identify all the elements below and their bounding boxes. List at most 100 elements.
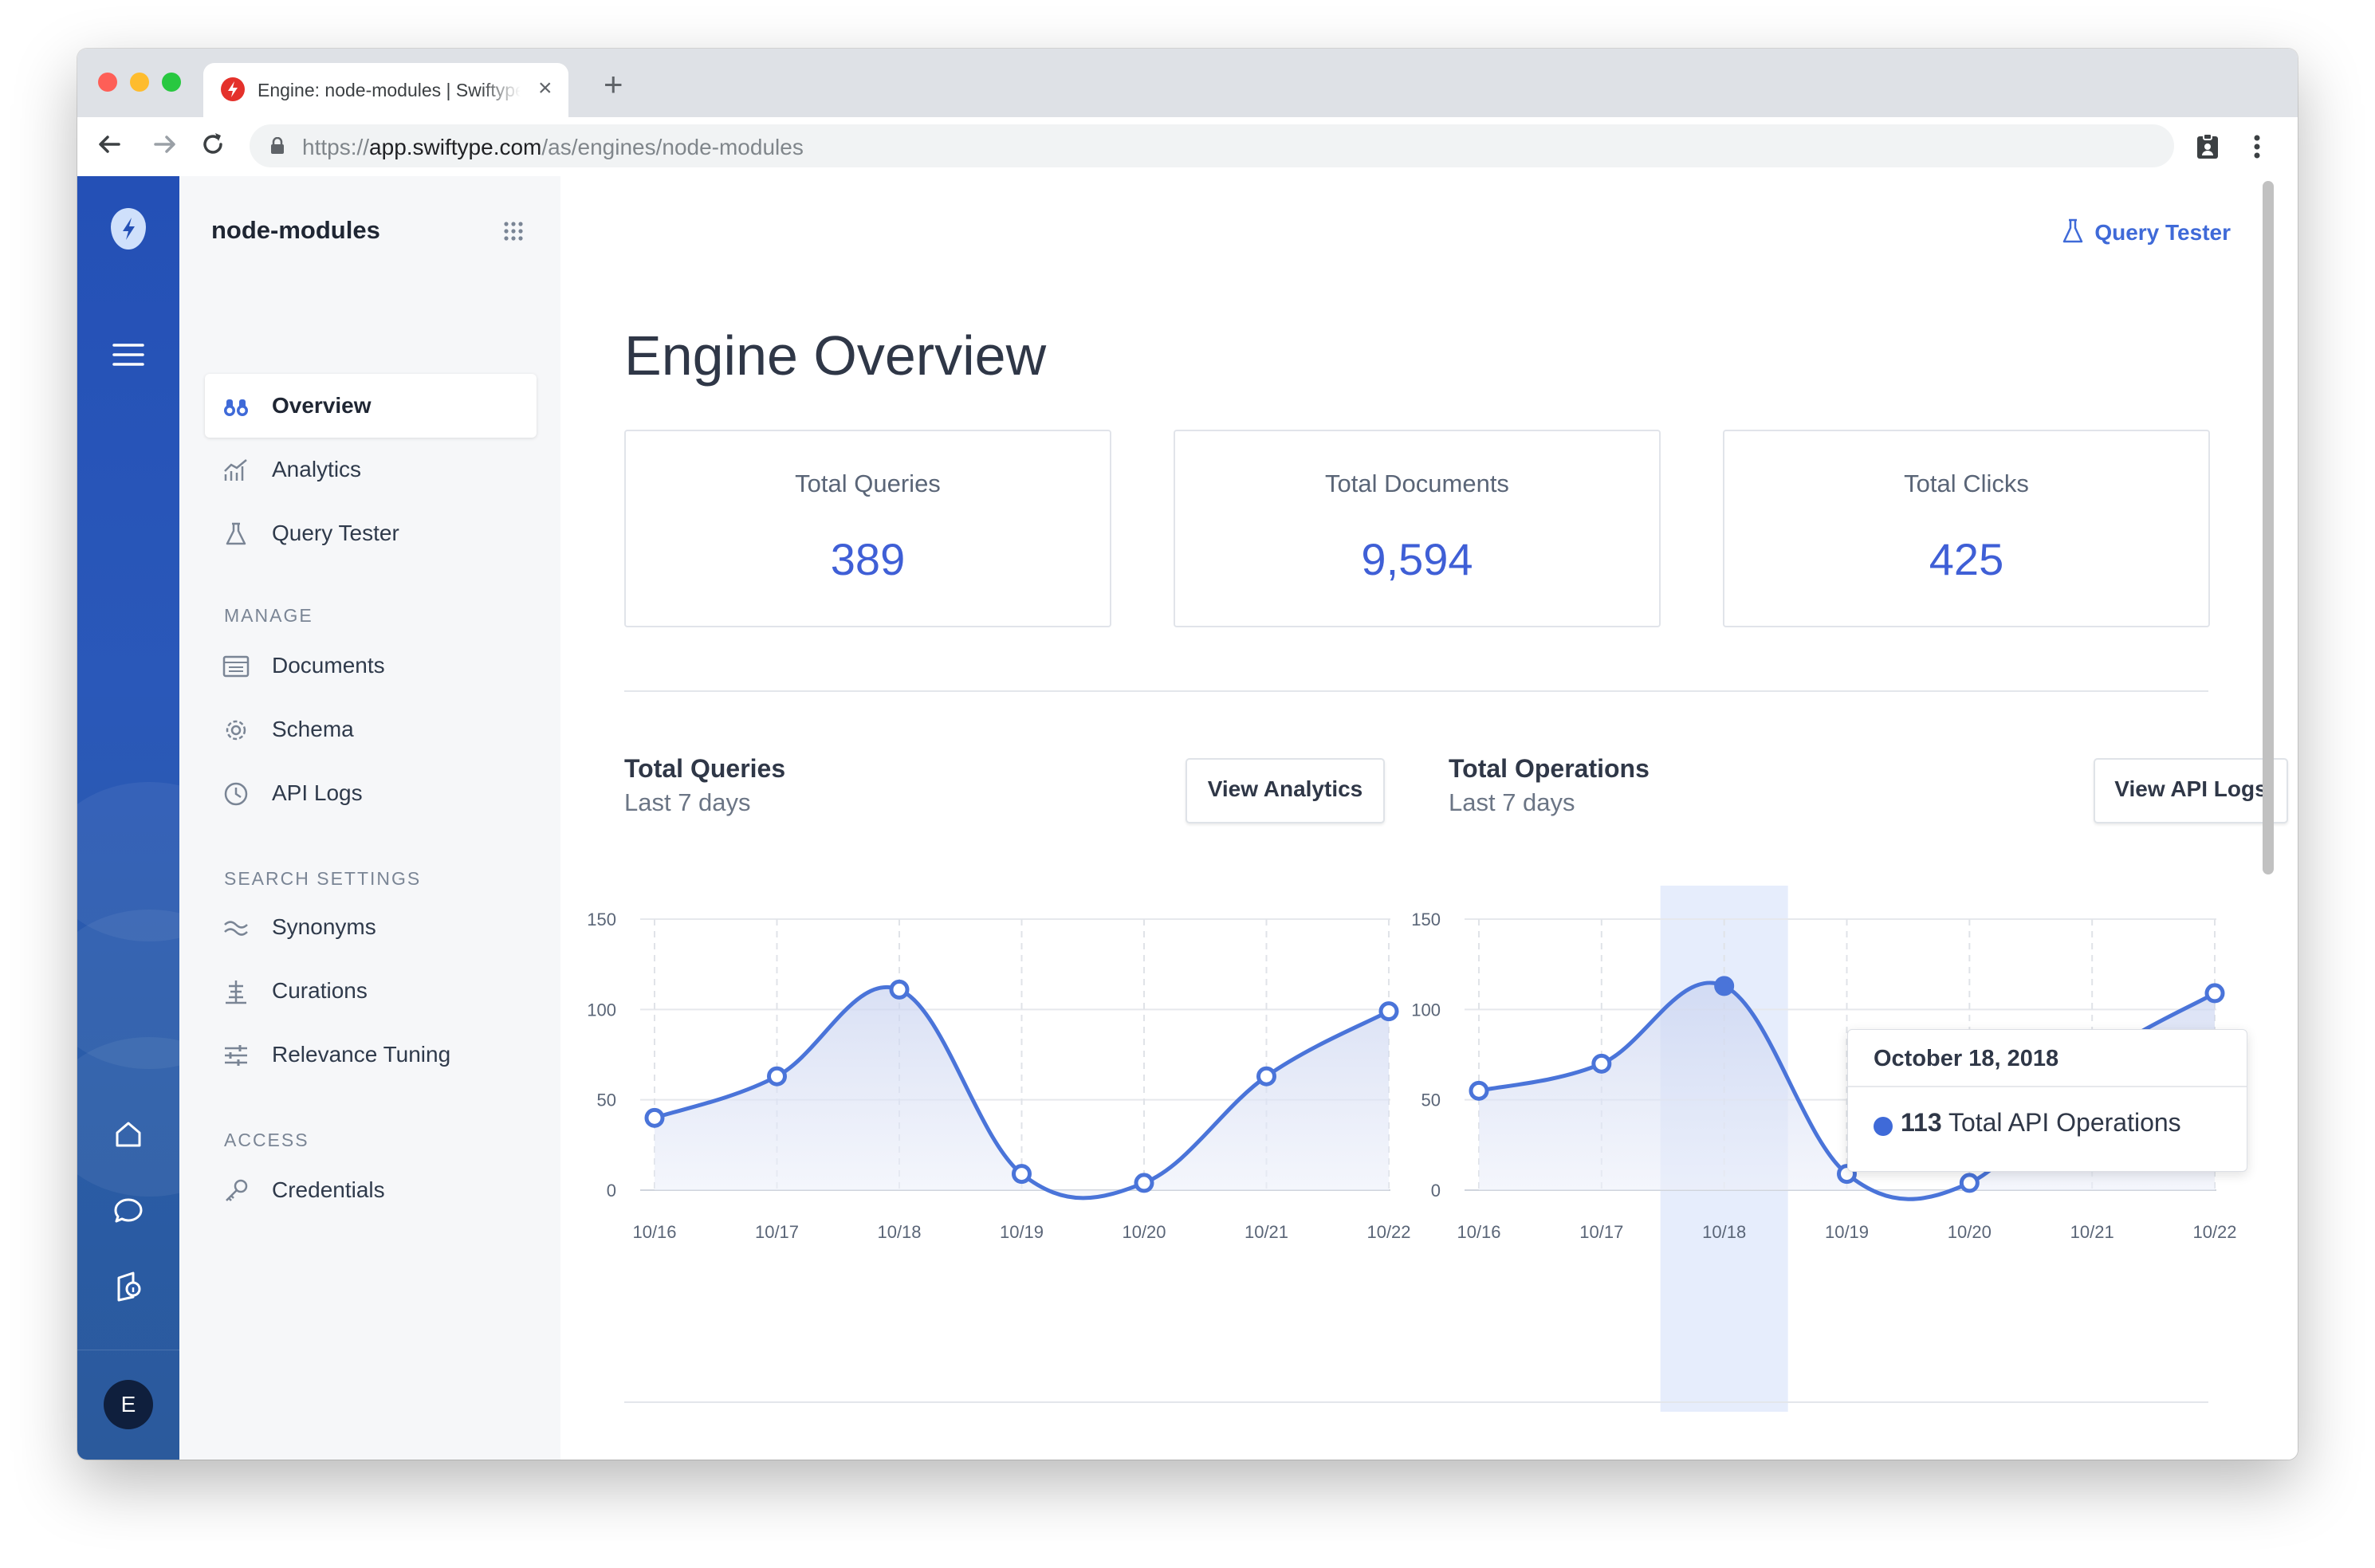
y-tick-label: 150 xyxy=(1411,910,1441,929)
page-title: Engine Overview xyxy=(624,324,1047,387)
view-api-logs-button[interactable]: View API Logs xyxy=(2094,758,2288,823)
operations-chart-subtitle: Last 7 days xyxy=(1449,788,1575,816)
sidebar-item-query-tester[interactable]: Query Tester xyxy=(205,501,537,565)
stat-card-total-queries: Total Queries 389 xyxy=(624,430,1111,627)
sidebar-item-analytics[interactable]: Analytics xyxy=(205,438,537,501)
home-icon[interactable] xyxy=(109,1115,147,1153)
data-point xyxy=(767,1066,787,1087)
x-tick-label: 10/19 xyxy=(1825,1222,1869,1242)
engine-name: node-modules xyxy=(211,216,380,244)
browser-toolbar: https://app.swiftype.com/as/engines/node… xyxy=(77,117,2298,177)
user-avatar[interactable]: E xyxy=(104,1380,153,1429)
sidebar-item-overview[interactable]: Overview xyxy=(205,374,537,438)
query-tester-link[interactable]: Query Tester xyxy=(2061,218,2231,246)
sidebar-item-label: Credentials xyxy=(272,1177,385,1202)
swiftype-favicon-icon xyxy=(221,77,245,101)
sidebar-item-label: Curations xyxy=(272,978,368,1003)
data-point xyxy=(1959,1173,1980,1193)
section-heading-search-settings: SEARCH SETTINGS xyxy=(224,868,422,889)
x-tick-label: 10/18 xyxy=(877,1222,921,1242)
data-point xyxy=(2204,983,2225,1004)
view-analytics-button[interactable]: View Analytics xyxy=(1186,758,1385,823)
new-tab-button[interactable]: + xyxy=(604,65,623,103)
curations-icon xyxy=(222,978,250,1005)
tooltip-date: October 18, 2018 xyxy=(1874,1046,2059,1071)
app-content: E node-modules Overview xyxy=(77,176,2298,1460)
url-text: https://app.swiftype.com/as/engines/node… xyxy=(302,135,804,159)
data-point xyxy=(1012,1164,1032,1185)
rail-decoration xyxy=(77,1037,179,1197)
x-tick-label: 10/21 xyxy=(2070,1222,2114,1242)
close-window-button[interactable] xyxy=(98,73,117,92)
chart-tooltip: October 18, 2018 113 Total API Operation… xyxy=(1847,1029,2247,1172)
queries-chart-subtitle: Last 7 days xyxy=(624,788,751,816)
y-tick-label: 100 xyxy=(587,1000,616,1020)
browser-menu-icon[interactable] xyxy=(2252,133,2262,164)
browser-tab[interactable]: Engine: node-modules | Swiftype × xyxy=(203,63,568,117)
y-tick-label: 100 xyxy=(1411,1000,1441,1020)
data-point xyxy=(644,1107,665,1128)
sidebar-item-credentials[interactable]: Credentials xyxy=(205,1158,537,1222)
section-heading-manage: MANAGE xyxy=(224,605,313,626)
y-tick-label: 50 xyxy=(1421,1091,1441,1110)
series-area xyxy=(655,987,1389,1198)
queries-chart-title: Total Queries xyxy=(624,754,786,783)
sidebar-item-label: Relevance Tuning xyxy=(272,1042,451,1067)
x-tick-label: 10/19 xyxy=(1000,1222,1044,1242)
section-divider xyxy=(624,690,2208,692)
data-point xyxy=(1256,1066,1276,1087)
stat-value: 9,594 xyxy=(1361,534,1473,584)
y-tick-label: 0 xyxy=(607,1181,616,1201)
sidebar-item-curations[interactable]: Curations xyxy=(205,959,537,1023)
maximize-window-button[interactable] xyxy=(162,73,181,92)
sidebar-item-relevance-tuning[interactable]: Relevance Tuning xyxy=(205,1023,537,1087)
lock-icon xyxy=(270,136,285,159)
stat-card-total-clicks: Total Clicks 425 xyxy=(1723,430,2210,627)
minimize-window-button[interactable] xyxy=(130,73,149,92)
scrollbar[interactable] xyxy=(2263,181,2274,874)
tab-close-icon[interactable]: × xyxy=(538,75,552,101)
data-point xyxy=(1134,1173,1154,1193)
stat-label: Total Clicks xyxy=(1904,470,2029,497)
x-tick-label: 10/17 xyxy=(755,1222,799,1242)
sidebar-item-documents[interactable]: Documents xyxy=(205,634,537,698)
data-point xyxy=(1469,1080,1489,1101)
swiftype-logo-icon[interactable] xyxy=(111,208,146,250)
sidebar-item-label: API Logs xyxy=(272,780,363,805)
tooltip-value: 113 Total API Operations xyxy=(1901,1108,2181,1137)
x-tick-label: 10/16 xyxy=(632,1222,676,1242)
y-tick-label: 150 xyxy=(587,910,616,929)
hamburger-menu-icon[interactable] xyxy=(109,336,147,374)
sidebar-item-label: Documents xyxy=(272,653,385,678)
gear-icon xyxy=(222,717,250,744)
stat-label: Total Queries xyxy=(795,470,941,497)
x-tick-label: 10/20 xyxy=(1948,1222,1992,1242)
flask-icon xyxy=(222,521,250,548)
engine-sidebar: node-modules Overview Analytics xyxy=(179,176,560,1460)
address-bar[interactable]: https://app.swiftype.com/as/engines/node… xyxy=(250,124,2174,167)
y-tick-label: 0 xyxy=(1431,1181,1441,1201)
binoculars-icon xyxy=(222,393,250,420)
sidebar-item-api-logs[interactable]: API Logs xyxy=(205,761,537,825)
stat-value: 389 xyxy=(830,534,906,584)
docs-info-icon[interactable] xyxy=(109,1267,147,1305)
tab-title: Engine: node-modules | Swiftype xyxy=(258,80,521,100)
reload-button[interactable] xyxy=(197,128,229,160)
sidebar-item-synonyms[interactable]: Synonyms xyxy=(205,895,537,959)
chat-icon[interactable] xyxy=(109,1192,147,1230)
extension-icon[interactable] xyxy=(2195,133,2220,164)
stat-value: 425 xyxy=(1929,534,2004,584)
data-point xyxy=(1714,976,1735,996)
synonyms-icon xyxy=(222,914,250,941)
operations-chart-title: Total Operations xyxy=(1449,754,1650,783)
forward-button[interactable] xyxy=(149,128,181,160)
stat-card-total-documents: Total Documents 9,594 xyxy=(1174,430,1661,627)
documents-icon xyxy=(222,653,250,680)
x-tick-label: 10/21 xyxy=(1245,1222,1288,1242)
back-button[interactable] xyxy=(93,128,125,160)
engine-switcher-grid-icon[interactable] xyxy=(503,221,524,246)
y-tick-label: 50 xyxy=(597,1091,616,1110)
data-point xyxy=(1378,1001,1399,1022)
stat-label: Total Documents xyxy=(1325,470,1509,497)
sidebar-item-schema[interactable]: Schema xyxy=(205,698,537,761)
